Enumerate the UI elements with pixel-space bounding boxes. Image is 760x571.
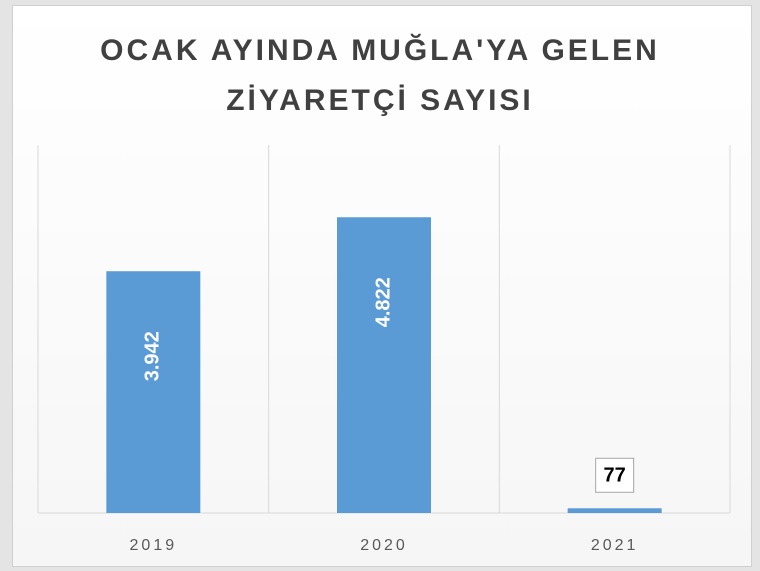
- bar: [337, 217, 431, 513]
- x-tick-label: 2021: [591, 537, 639, 554]
- bar: [106, 271, 201, 513]
- x-tick-label: 2020: [360, 537, 408, 554]
- x-tick-label: 2019: [130, 537, 178, 554]
- chart-title: OCAK AYINDA MUĞLA'YA GELEN ZİYARETÇİ SAY…: [100, 34, 660, 117]
- bar: [567, 508, 662, 513]
- value-label: 77: [604, 465, 626, 487]
- value-label-box: [595, 457, 635, 493]
- value-label: 3.942: [142, 331, 164, 381]
- value-label: 4.822: [372, 277, 394, 327]
